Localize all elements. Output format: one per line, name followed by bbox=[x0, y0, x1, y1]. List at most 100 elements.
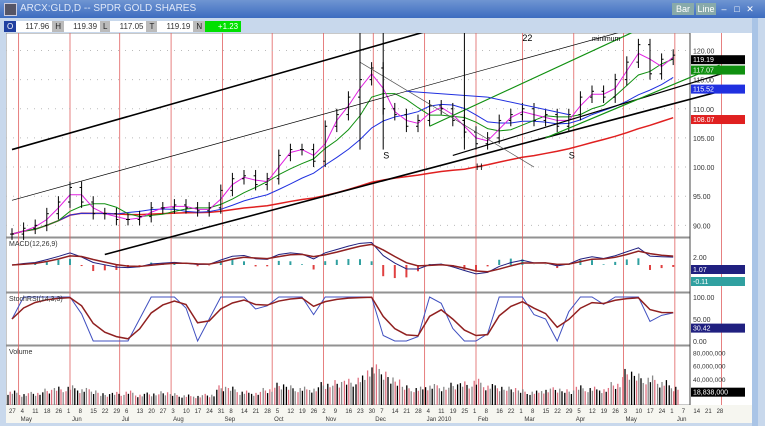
stoch-tick-label: 50.00 bbox=[693, 317, 711, 324]
date-tick-label: 28 bbox=[264, 409, 271, 415]
macd-label: MACD(12,26,9) bbox=[9, 241, 58, 248]
minimize-icon[interactable]: – bbox=[721, 4, 727, 14]
stoch-k-line bbox=[11, 296, 674, 343]
high-value: 119.39 bbox=[64, 21, 101, 32]
date-tick-label: 29 bbox=[566, 409, 573, 415]
price-badge-bg bbox=[691, 55, 745, 65]
date-tick-label: 3 bbox=[624, 409, 628, 415]
date-tick-label: 15 bbox=[90, 409, 97, 415]
change-value: +1.23 bbox=[205, 21, 242, 32]
date-tick-label: 2 bbox=[322, 409, 326, 415]
date-tick-label: 3 bbox=[171, 409, 175, 415]
date-tick-label: 12 bbox=[589, 409, 596, 415]
volume-badge-bg bbox=[691, 387, 745, 397]
chart-annotation: S bbox=[569, 150, 575, 160]
volume-badge: 18,838,000 bbox=[693, 390, 728, 397]
volume-tick-label: 60,000,000 bbox=[693, 364, 726, 371]
date-tick-label: 17 bbox=[195, 409, 202, 415]
date-tick-label: 16 bbox=[345, 409, 352, 415]
date-tick-label: 21 bbox=[705, 409, 712, 415]
chart-annotation: H bbox=[476, 162, 483, 172]
month-label: May bbox=[625, 417, 636, 423]
price-tick-label: 95.00 bbox=[693, 194, 711, 201]
month-label: Feb bbox=[478, 417, 489, 423]
title-bar: ARCX:GLD,D -- SPDR GOLD SHARES Bar Line … bbox=[0, 0, 765, 18]
month-label: Sep bbox=[224, 417, 235, 423]
date-tick-label: 7 bbox=[380, 409, 384, 415]
date-tick-label: 19 bbox=[450, 409, 457, 415]
date-tick-label: 11 bbox=[32, 409, 39, 415]
date-tick-label: 8 bbox=[229, 409, 233, 415]
trendline bbox=[406, 90, 488, 98]
date-tick-label: 1 bbox=[519, 409, 523, 415]
line-button[interactable]: Line bbox=[696, 3, 716, 15]
date-tick-label: 1 bbox=[67, 409, 71, 415]
date-tick-label: 24 bbox=[206, 409, 213, 415]
chart-area[interactable]: 120.00 115.00 110.00 105.00 100.00 95.00 90.00… bbox=[5, 23, 752, 423]
last-label: T bbox=[146, 21, 158, 32]
price-badge: 119.19 bbox=[693, 57, 714, 64]
month-label: Dec bbox=[375, 417, 386, 423]
chart-annotation: minimum bbox=[592, 36, 621, 43]
date-tick-label: 18 bbox=[44, 409, 51, 415]
date-tick-label: 31 bbox=[218, 409, 225, 415]
price-tick-label: 100.00 bbox=[693, 165, 715, 172]
panel-border bbox=[5, 32, 691, 238]
last-value: 119.19 bbox=[157, 21, 194, 32]
low-value: 117.05 bbox=[110, 21, 147, 32]
date-tick-label: 14 bbox=[693, 409, 700, 415]
month-label: Jun bbox=[677, 417, 687, 423]
stoch-label: StochRSI(14,3,3) bbox=[9, 296, 63, 303]
date-tick-label: 26 bbox=[55, 409, 62, 415]
date-tick-label: 8 bbox=[79, 409, 83, 415]
date-tick-label: 22 bbox=[554, 409, 561, 415]
stoch-tick-label: 0.00 bbox=[693, 339, 707, 346]
price-tick-label: 120.00 bbox=[693, 48, 715, 55]
volume-label: Volume bbox=[9, 349, 32, 356]
date-tick-label: 30 bbox=[369, 409, 376, 415]
date-tick-label: 22 bbox=[508, 409, 515, 415]
maximize-icon[interactable]: □ bbox=[734, 4, 740, 14]
price-badge-bg bbox=[691, 84, 745, 94]
chart-annotation: 22 bbox=[522, 33, 532, 43]
chart-svg[interactable]: 120.00115.00110.00105.00100.0095.0090.00… bbox=[5, 23, 752, 423]
date-tick-label: 6 bbox=[125, 409, 129, 415]
date-tick-label: 28 bbox=[717, 409, 724, 415]
ma-short-line bbox=[11, 52, 674, 235]
month-label: Jul bbox=[122, 417, 130, 423]
date-axis bbox=[6, 405, 752, 423]
trendline bbox=[104, 87, 732, 256]
macd-signal-line bbox=[11, 243, 674, 273]
macd-tick-label: 2.00 bbox=[693, 255, 707, 262]
macd-badge: 1.07 bbox=[693, 267, 707, 274]
price-badge: 117.07 bbox=[693, 68, 714, 75]
price-badge: 108.07 bbox=[693, 117, 715, 124]
date-tick-label: 27 bbox=[160, 409, 167, 415]
date-tick-label: 26 bbox=[612, 409, 619, 415]
trendline bbox=[359, 61, 535, 168]
date-tick-label: 4 bbox=[427, 409, 431, 415]
trendline bbox=[11, 26, 442, 151]
month-label: Nov bbox=[326, 417, 337, 423]
date-tick-label: 8 bbox=[485, 409, 489, 415]
date-tick-label: 5 bbox=[577, 409, 581, 415]
trendline bbox=[487, 96, 569, 116]
date-tick-label: 24 bbox=[659, 409, 666, 415]
window-border bbox=[752, 18, 758, 426]
price-badge-bg bbox=[691, 115, 745, 125]
stoch-tick-label: 100.00 bbox=[693, 295, 715, 302]
price-badge: 115.52 bbox=[693, 87, 714, 94]
low-label: L bbox=[100, 21, 111, 32]
price-tick-label: 115.00 bbox=[693, 78, 714, 85]
date-tick-label: 15 bbox=[543, 409, 550, 415]
date-tick-label: 26 bbox=[311, 409, 318, 415]
stoch-badge-bg bbox=[691, 323, 745, 333]
date-tick-label: 5 bbox=[276, 409, 280, 415]
bar-button[interactable]: Bar bbox=[672, 3, 694, 15]
date-tick-label: 21 bbox=[403, 409, 410, 415]
month-label: Apr bbox=[576, 417, 585, 423]
open-value: 117.96 bbox=[16, 21, 53, 32]
close-icon[interactable]: ✕ bbox=[746, 4, 754, 14]
month-label: Oct bbox=[274, 417, 284, 423]
